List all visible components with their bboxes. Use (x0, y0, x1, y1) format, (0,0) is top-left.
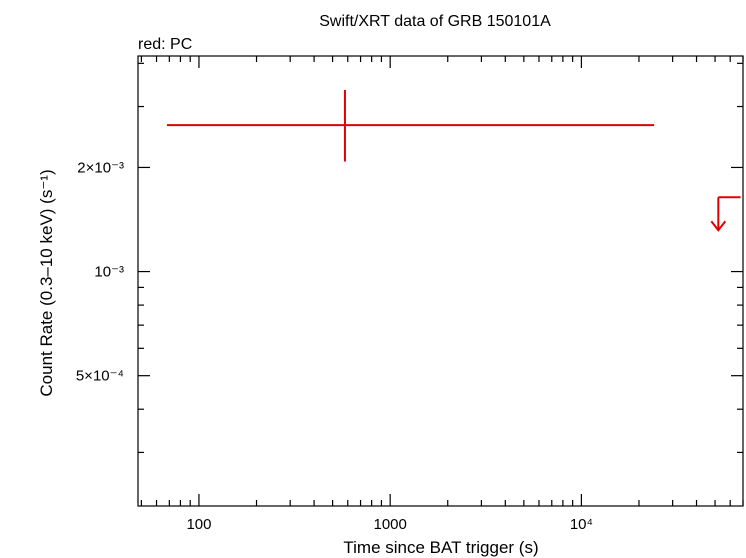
x-tick-label: 1000 (373, 516, 406, 533)
y-tick-label: 5×10⁻⁴ (76, 368, 124, 385)
y-tick-label: 2×10⁻³ (77, 159, 124, 176)
x-axis-label: Time since BAT trigger (s) (343, 538, 538, 557)
y-axis-label: Count Rate (0.3–10 keV) (s⁻¹) (37, 169, 56, 396)
axis-ticks (138, 56, 744, 506)
data-marks (166, 89, 741, 232)
chart-title: Swift/XRT data of GRB 150101A (319, 13, 551, 30)
axis-tick-labels: 100 1000 10⁴ 5×10⁻⁴ 10⁻³ 2×10⁻³ (76, 159, 593, 533)
x-tick-label: 10⁴ (570, 516, 593, 533)
chart-subtitle: red: PC (138, 36, 192, 53)
y-tick-label: 10⁻³ (94, 264, 124, 281)
upper-limit-arrow-head (710, 220, 727, 232)
x-tick-label: 100 (186, 516, 211, 533)
plot-frame (137, 55, 744, 507)
